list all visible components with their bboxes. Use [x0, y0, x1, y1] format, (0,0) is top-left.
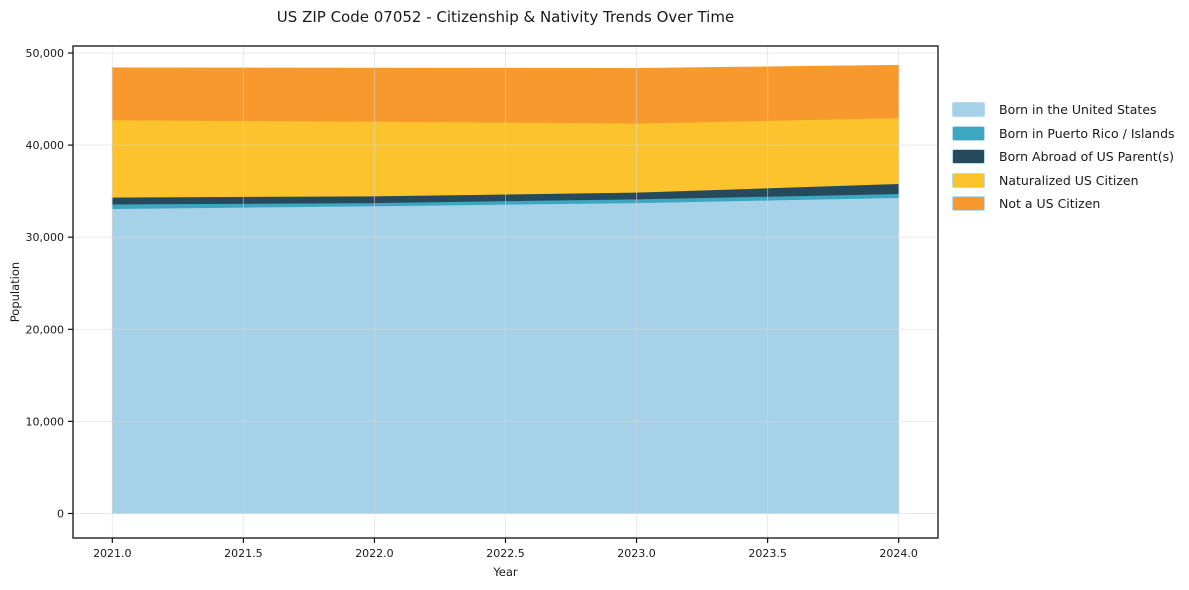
x-axis-label: Year — [493, 565, 518, 579]
legend-swatch — [952, 149, 985, 164]
x-tick-label: 2023.0 — [617, 547, 656, 560]
x-tick-label: 2023.5 — [748, 547, 787, 560]
legend-swatch — [952, 196, 985, 211]
legend-label: Born in the United States — [999, 102, 1157, 117]
x-tick-label: 2024.0 — [879, 547, 918, 560]
x-tick-label: 2021.0 — [93, 547, 132, 560]
legend-item-2: Born Abroad of US Parent(s) — [952, 148, 1175, 165]
y-tick-label: 10,000 — [26, 415, 65, 428]
y-tick-label: 0 — [57, 508, 64, 521]
chart-title: US ZIP Code 07052 - Citizenship & Nativi… — [276, 8, 735, 26]
x-tick-label: 2022.0 — [355, 547, 394, 560]
x-tick-label: 2022.5 — [486, 547, 525, 560]
legend-swatch — [952, 125, 985, 141]
legend-swatch — [952, 172, 985, 188]
legend-label: Naturalized US Citizen — [999, 172, 1139, 188]
legend-label: Not a US Citizen — [999, 196, 1101, 211]
y-tick-label: 30,000 — [26, 231, 65, 244]
legend-label: Born Abroad of US Parent(s) — [999, 149, 1174, 164]
legend-item-4: Not a US Citizen — [952, 195, 1175, 212]
x-tick-label: 2021.5 — [224, 547, 263, 560]
legend-item-0: Born in the United States — [952, 101, 1175, 118]
y-tick-label: 50,000 — [26, 47, 65, 60]
legend-item-3: Naturalized US Citizen — [952, 172, 1175, 189]
legend-item-1: Born in Puerto Rico / Islands — [952, 125, 1175, 142]
y-axis-label: Population — [8, 261, 22, 323]
legend: Born in the United States Born in Puerto … — [952, 101, 1175, 219]
y-tick-label: 40,000 — [26, 139, 65, 152]
legend-label: Born in Puerto Rico / Islands — [999, 125, 1175, 141]
y-tick-label: 20,000 — [26, 323, 65, 336]
legend-swatch — [952, 102, 985, 117]
